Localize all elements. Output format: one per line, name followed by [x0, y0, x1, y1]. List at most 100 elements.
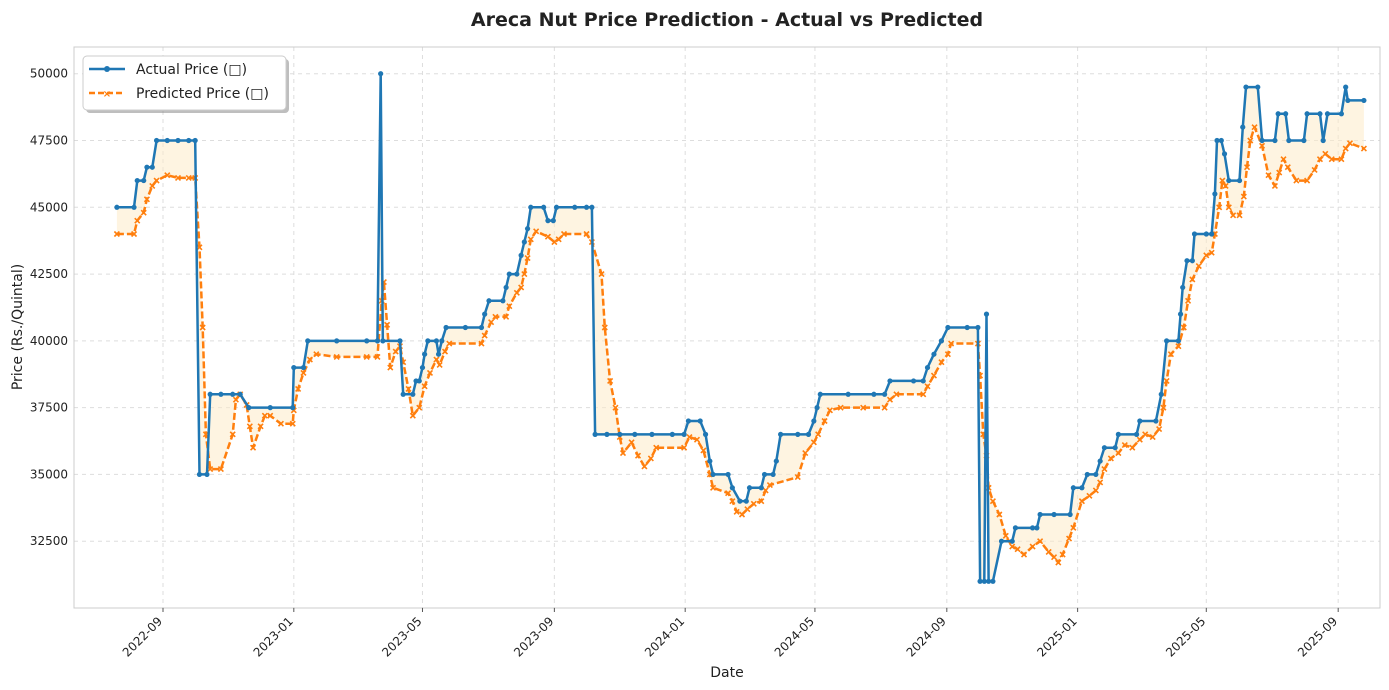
- data-point: [681, 431, 687, 437]
- data-point: [217, 466, 224, 473]
- data-point: [1280, 156, 1287, 163]
- data-point: [1160, 404, 1167, 411]
- data-point: [1129, 444, 1136, 451]
- data-point: [1272, 137, 1278, 144]
- data-point: [392, 348, 399, 355]
- data-point: [130, 230, 138, 238]
- data-point: [681, 444, 688, 451]
- data-point: [153, 137, 160, 144]
- data-point: [134, 177, 140, 184]
- data-point: [1020, 551, 1028, 558]
- data-point: [1212, 191, 1218, 197]
- data-point: [725, 471, 731, 478]
- data-point: [514, 271, 520, 277]
- data-point: [416, 404, 423, 411]
- data-point: [433, 338, 440, 344]
- data-point: [983, 311, 990, 317]
- data-point: [821, 417, 828, 425]
- data-point: [1097, 458, 1103, 464]
- data-point: [1258, 142, 1266, 149]
- y-axis-label: Price (Rs./Quintal): [10, 264, 26, 390]
- y-tick-label: 45000: [30, 200, 68, 214]
- data-point: [1101, 466, 1108, 473]
- data-point: [237, 391, 243, 397]
- data-point: [802, 449, 809, 457]
- data-point: [762, 487, 769, 494]
- data-point: [560, 230, 568, 238]
- data-point: [612, 404, 619, 411]
- data-point: [545, 218, 551, 224]
- data-point: [1092, 487, 1099, 494]
- data-point: [207, 391, 213, 397]
- data-point: [419, 364, 426, 371]
- data-point: [232, 396, 239, 403]
- data-point: [446, 340, 453, 347]
- data-point: [1167, 351, 1174, 358]
- data-point: [860, 404, 867, 411]
- data-point: [1338, 111, 1344, 117]
- data-point: [1251, 124, 1258, 131]
- data-point: [1084, 471, 1090, 478]
- data-point: [924, 364, 931, 371]
- data-point: [990, 578, 996, 584]
- data-point: [521, 239, 527, 245]
- data-point: [744, 506, 751, 513]
- data-point: [1328, 156, 1335, 163]
- data-point: [153, 177, 160, 184]
- data-point: [164, 172, 171, 179]
- series-predicted: [113, 124, 1367, 566]
- data-point: [1214, 137, 1220, 144]
- data-point: [1345, 97, 1351, 104]
- y-tick-label: 42500: [30, 267, 68, 281]
- data-point: [1283, 111, 1289, 117]
- data-point: [572, 204, 578, 210]
- data-point: [149, 182, 156, 189]
- data-point: [196, 471, 203, 478]
- data-point: [811, 418, 817, 424]
- data-point: [334, 338, 340, 344]
- data-point: [1136, 436, 1143, 443]
- legend-actual-marker: [104, 66, 110, 72]
- data-point: [131, 204, 137, 210]
- data-point: [826, 407, 834, 414]
- data-point: [204, 471, 210, 478]
- data-point: [113, 230, 120, 238]
- data-point: [604, 431, 610, 437]
- data-point: [1002, 532, 1009, 539]
- data-point: [761, 471, 768, 478]
- data-point: [409, 412, 416, 419]
- data-point: [1311, 166, 1318, 173]
- data-point: [410, 391, 416, 397]
- data-point: [114, 204, 120, 210]
- data-point: [700, 447, 707, 454]
- data-point: [743, 498, 749, 504]
- data-point: [1101, 445, 1108, 451]
- data-point: [737, 498, 743, 504]
- data-point: [192, 137, 198, 144]
- y-tick-label: 32500: [30, 534, 68, 548]
- data-point: [647, 455, 654, 462]
- data-point: [1360, 145, 1367, 152]
- plot-frame: [73, 46, 1381, 609]
- data-point: [541, 204, 547, 210]
- data-point: [374, 353, 381, 360]
- data-point: [1243, 84, 1249, 90]
- data-point: [598, 271, 605, 278]
- data-point: [277, 420, 285, 427]
- data-point: [738, 511, 746, 518]
- data-point: [555, 236, 562, 243]
- data-point: [306, 356, 313, 363]
- data-point: [910, 378, 917, 384]
- data-point: [1184, 258, 1190, 264]
- data-point: [592, 431, 598, 437]
- data-point: [425, 338, 431, 344]
- data-point: [482, 311, 488, 317]
- series-layer: [113, 71, 1367, 584]
- data-point: [945, 324, 951, 331]
- data-point: [364, 338, 370, 344]
- data-point: [1037, 538, 1044, 545]
- data-point: [380, 338, 386, 344]
- data-point: [938, 338, 945, 344]
- data-point: [524, 226, 531, 232]
